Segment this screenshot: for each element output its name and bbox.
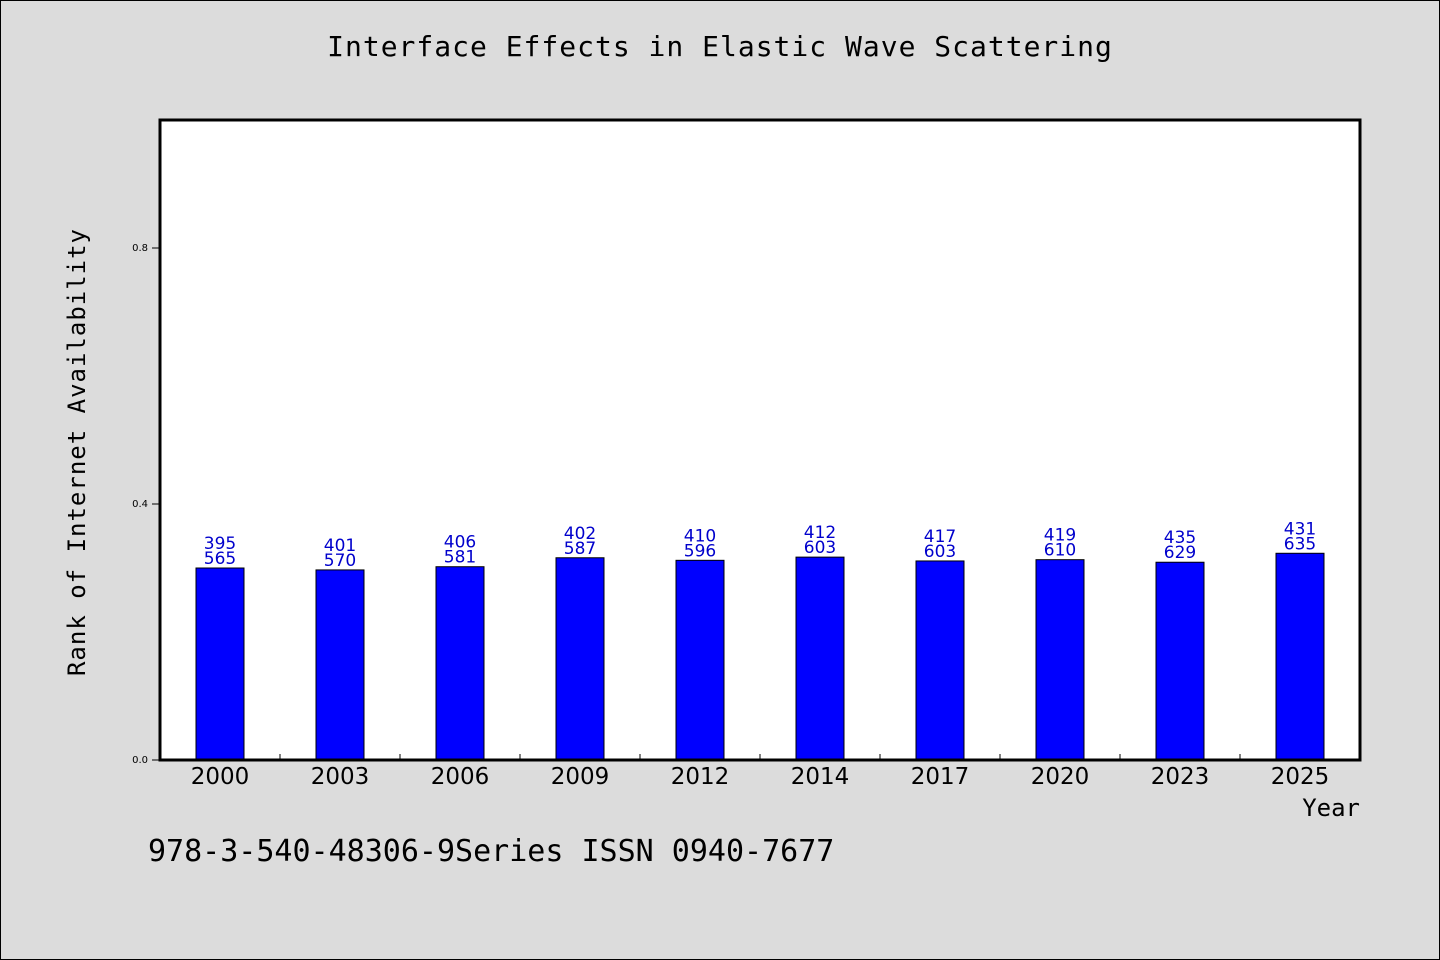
plot-border (158, 118, 1362, 762)
bar-label-bottom: 596 (684, 541, 716, 561)
bar-label-bottom: 629 (1164, 543, 1196, 563)
bar-label-top: 412 (804, 523, 836, 543)
bar-label-bottom: 570 (324, 551, 356, 571)
bar (435, 566, 485, 761)
bar-label-bottom: 603 (924, 542, 956, 562)
x-tick-label: 2009 (551, 764, 610, 790)
bar-label-bottom: 581 (444, 548, 476, 568)
bar-label-bottom: 635 (1284, 534, 1316, 554)
y-tick-label: 0.0 (132, 755, 148, 766)
bar-label-top: 401 (324, 536, 356, 556)
bar (195, 567, 245, 761)
bar-label-top: 435 (1164, 528, 1196, 548)
bar (915, 560, 965, 761)
x-axis-label: Year (1302, 794, 1360, 822)
bar (675, 559, 725, 761)
bar (795, 556, 845, 761)
y-tick-label: 0.4 (132, 499, 148, 510)
bar-label-bottom: 565 (204, 549, 236, 569)
bar-label-top: 419 (1044, 526, 1076, 546)
x-tick-label: 2000 (191, 764, 250, 790)
bar-label-top: 431 (1284, 519, 1316, 539)
bar (1155, 561, 1205, 761)
bar (1035, 559, 1085, 761)
bar-label-bottom: 610 (1044, 541, 1076, 561)
footer-note: 978-3-540-48306-9Series ISSN 0940-7677 (148, 834, 835, 869)
x-tick-label: 2023 (1151, 764, 1210, 790)
x-tick-label: 2014 (791, 764, 850, 790)
bar (555, 557, 605, 761)
x-tick-label: 2003 (311, 764, 370, 790)
bar (1275, 552, 1325, 761)
x-tick-label: 2012 (671, 764, 730, 790)
bar-label-top: 395 (204, 534, 236, 554)
y-tick-label: 0.8 (132, 243, 148, 254)
bar-label-top: 402 (564, 524, 596, 544)
x-tick-label: 2017 (911, 764, 970, 790)
x-tick-label: 2025 (1271, 764, 1330, 790)
x-tick-label: 2020 (1031, 764, 1090, 790)
bar-label-top: 410 (684, 526, 716, 546)
bar-label-bottom: 603 (804, 538, 836, 558)
x-tick-label: 2006 (431, 764, 490, 790)
bar (315, 569, 365, 761)
chart-title: Interface Effects in Elastic Wave Scatte… (327, 30, 1113, 63)
bar-label-top: 417 (924, 527, 956, 547)
bar-label-bottom: 587 (564, 539, 596, 559)
bar-label-top: 406 (444, 533, 476, 553)
